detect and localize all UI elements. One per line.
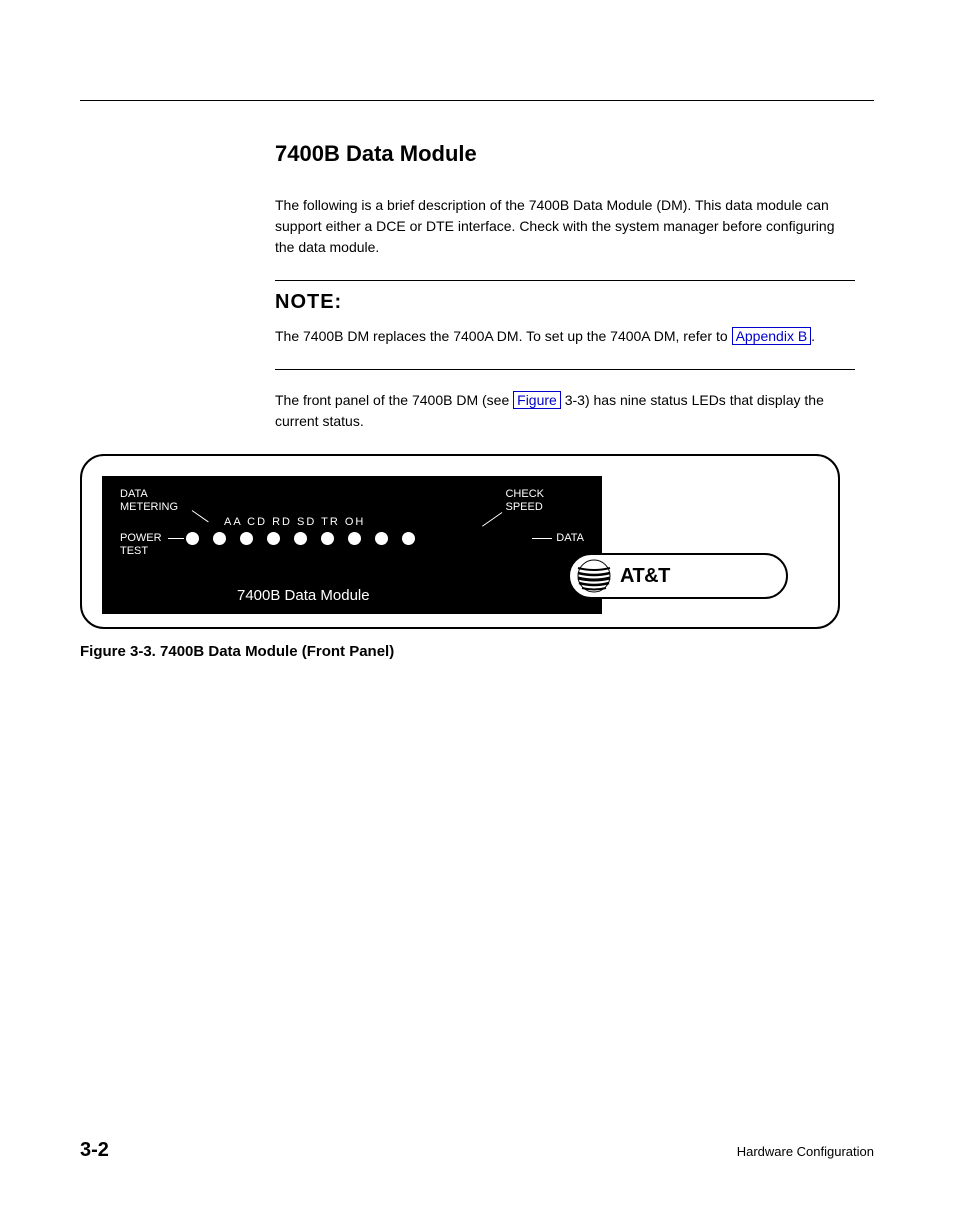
connector-line (168, 538, 184, 539)
main-content: 7400B Data Module The following is a bri… (275, 141, 855, 660)
label-speed: SPEED (505, 501, 542, 513)
connector-line (482, 512, 502, 527)
status-led (294, 532, 307, 545)
section-heading: 7400B Data Module (275, 141, 855, 167)
brand-text: AT&T (620, 565, 670, 588)
note-body-suffix: . (811, 328, 815, 344)
status-led (240, 532, 253, 545)
connector-line (532, 538, 552, 539)
note-body-prefix: The 7400B DM replaces the 7400A DM. To s… (275, 328, 732, 344)
led-abbrevs: AA CD RD SD TR OH (224, 516, 365, 528)
note-body: The 7400B DM replaces the 7400A DM. To s… (275, 326, 855, 347)
intro-paragraph: The following is a brief description of … (275, 195, 855, 258)
figure-link[interactable]: Figure (513, 391, 561, 409)
figure-ref-paragraph: The front panel of the 7400B DM (see Fig… (275, 390, 855, 432)
status-led (213, 532, 226, 545)
figure-ref-prefix: The front panel of the 7400B DM (see (275, 392, 513, 408)
model-text: 7400B Data Module (237, 587, 370, 604)
device-front-panel: DATA METERING CHECK SPEED AA CD RD SD TR… (80, 454, 840, 629)
label-data-right: DATA (556, 532, 584, 544)
label-metering: METERING (120, 501, 178, 513)
note-label: NOTE: (275, 291, 855, 314)
brand-badge: AT&T (568, 553, 788, 599)
status-led (375, 532, 388, 545)
label-data: DATA (120, 488, 148, 500)
page-number: 3-2 (80, 1139, 109, 1162)
status-led (321, 532, 334, 545)
data-metering-labels: DATA METERING (120, 488, 178, 513)
label-test: TEST (120, 545, 148, 557)
device-black-panel: DATA METERING CHECK SPEED AA CD RD SD TR… (102, 476, 602, 614)
check-speed-labels: CHECK SPEED (505, 488, 544, 513)
status-led (267, 532, 280, 545)
connector-line (192, 510, 209, 522)
globe-icon (576, 558, 612, 594)
label-power: POWER (120, 532, 162, 544)
figure-caption: Figure 3-3. 7400B Data Module (Front Pan… (80, 643, 840, 660)
note-box: NOTE: The 7400B DM replaces the 7400A DM… (275, 280, 855, 370)
power-test-labels: POWER TEST (120, 532, 162, 557)
header-rule (80, 100, 874, 101)
page-footer: 3-2 Hardware Configuration (80, 1139, 874, 1162)
led-row (186, 532, 415, 545)
status-led (402, 532, 415, 545)
status-led (186, 532, 199, 545)
footer-section-title: Hardware Configuration (737, 1144, 874, 1159)
figure-3-3: DATA METERING CHECK SPEED AA CD RD SD TR… (80, 454, 840, 660)
appendix-b-link[interactable]: Appendix B (732, 327, 812, 345)
status-led (348, 532, 361, 545)
label-check: CHECK (505, 488, 544, 500)
